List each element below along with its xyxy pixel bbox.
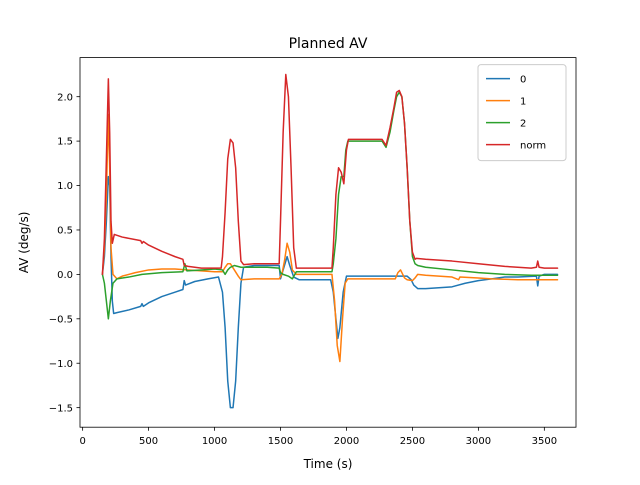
legend-label-1: 1 [520,97,526,108]
y-axis-label: AV (deg/s) [17,212,31,274]
y-axis: −1.5 −1.0 −0.5 0.0 0.5 1.0 1.5 2.0 [49,92,80,414]
legend: 0 1 2 norm [477,64,567,162]
x-tick-label: 2000 [334,436,359,447]
chart-title: Planned AV [289,36,368,52]
legend-label-2: 2 [520,119,526,130]
x-tick-label: 1500 [268,436,293,447]
y-tick-label: 1.0 [57,181,73,192]
series-line-norm [101,73,559,276]
x-tick-label: 500 [139,436,158,447]
y-tick-label: −1.5 [49,403,73,414]
series-line-1 [101,113,559,363]
legend-label-norm: norm [520,141,546,152]
x-axis: 0 500 1000 1500 2000 2500 3000 3500 [79,427,557,447]
y-tick-label: 0.0 [57,270,73,281]
legend-label-0: 0 [520,75,526,86]
x-tick-label: 3000 [466,436,491,447]
x-tick-label: 1000 [202,436,227,447]
y-tick-label: 1.5 [57,137,73,148]
y-tick-label: −1.0 [49,359,73,370]
legend-box [477,64,567,162]
plot-area-frame [79,57,577,428]
x-tick-label: 3500 [532,436,557,447]
y-tick-label: 2.0 [57,92,73,103]
x-tick-label: 0 [79,436,85,447]
y-tick-label: 0.5 [57,226,73,237]
x-axis-label: Time (s) [303,457,353,471]
x-tick-label: 2500 [400,436,425,447]
y-tick-label: −0.5 [49,314,73,325]
series-layer [101,73,559,409]
